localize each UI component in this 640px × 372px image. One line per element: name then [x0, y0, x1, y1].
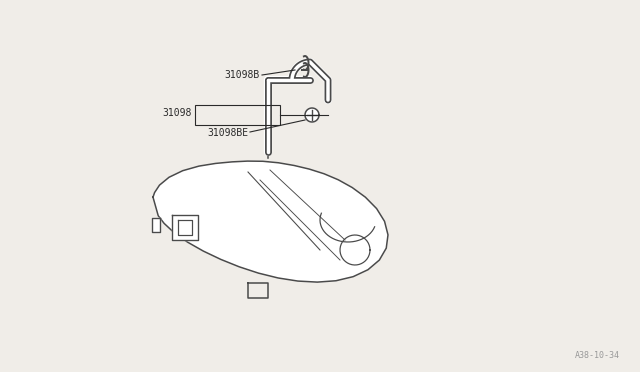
Polygon shape — [172, 215, 198, 240]
Text: 31098BE: 31098BE — [207, 128, 248, 138]
Text: A38-10-34: A38-10-34 — [575, 351, 620, 360]
Polygon shape — [153, 161, 388, 282]
Text: 31098B: 31098B — [225, 70, 260, 80]
Bar — [195, 105, 280, 125]
Polygon shape — [152, 218, 160, 232]
Polygon shape — [305, 108, 319, 122]
Text: 31098: 31098 — [163, 108, 192, 118]
